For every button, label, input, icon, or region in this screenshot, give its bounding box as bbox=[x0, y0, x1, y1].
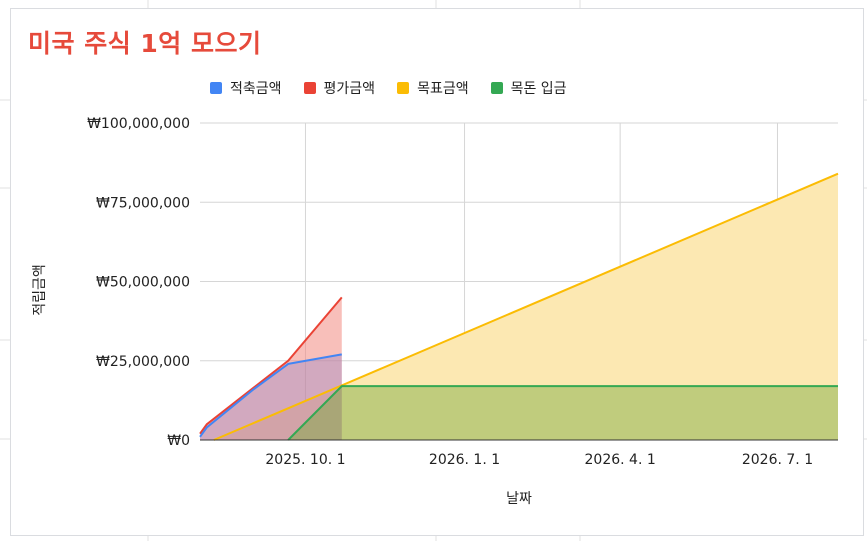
line-valuation[interactable] bbox=[199, 296, 343, 435]
legend-swatch-accumulated bbox=[210, 82, 222, 94]
area-lumpsum bbox=[288, 386, 839, 440]
legend-item-valuation[interactable]: 평가금액 bbox=[303, 78, 376, 98]
legend-item-target[interactable]: 목표금액 bbox=[397, 78, 469, 98]
y-tick-label: ₩75,000,000 bbox=[96, 195, 190, 211]
y-tick-label: ₩50,000,000 bbox=[96, 275, 190, 291]
x-tick-label: 2026. 7. 1 bbox=[742, 452, 813, 468]
area-accumulated bbox=[200, 354, 342, 440]
series-lines bbox=[199, 172, 839, 441]
y-tick-label: ₩100,000,000 bbox=[87, 116, 190, 132]
line-accumulated[interactable] bbox=[199, 353, 342, 438]
x-axis-title: 날짜 bbox=[506, 491, 532, 507]
x-tick-label: 2026. 1. 1 bbox=[429, 452, 500, 468]
y-axis-title: 적립금액 bbox=[32, 264, 48, 316]
x-tick-label: 2025. 10. 1 bbox=[265, 452, 345, 468]
line-target[interactable] bbox=[213, 172, 839, 441]
legend-swatch-lumpsum bbox=[490, 82, 503, 94]
y-tick-label: ₩0 bbox=[167, 433, 190, 449]
chart-title: 미국 주식 1억 모으기 bbox=[28, 29, 262, 58]
chart-legend: 적축금액 평가금액 목표금액 목돈 입금 bbox=[210, 78, 567, 98]
legend-label-accumulated: 적축금액 bbox=[230, 81, 282, 97]
legend-swatch-valuation bbox=[303, 82, 316, 94]
x-tick-labels: 2025. 10. 1 2026. 1. 1 2026. 4. 1 2026. 7. … bbox=[265, 452, 813, 468]
y-tick-labels: ₩0 ₩25,000,000 ₩50,000,000 ₩75,000,000 ₩100,… bbox=[87, 116, 190, 449]
legend-swatch-target bbox=[397, 82, 410, 94]
legend-label-valuation: 평가금액 bbox=[323, 81, 376, 97]
y-tick-label: ₩25,000,000 bbox=[96, 354, 190, 370]
legend-item-accumulated[interactable]: 적축금액 bbox=[210, 78, 282, 98]
x-tick-label: 2026. 4. 1 bbox=[585, 452, 656, 468]
line-lumpsum[interactable] bbox=[287, 385, 838, 441]
legend-label-lumpsum: 목돈 입금 bbox=[510, 81, 567, 97]
legend-label-target: 목표금액 bbox=[417, 81, 469, 97]
legend-item-lumpsum[interactable]: 목돈 입금 bbox=[490, 78, 567, 98]
